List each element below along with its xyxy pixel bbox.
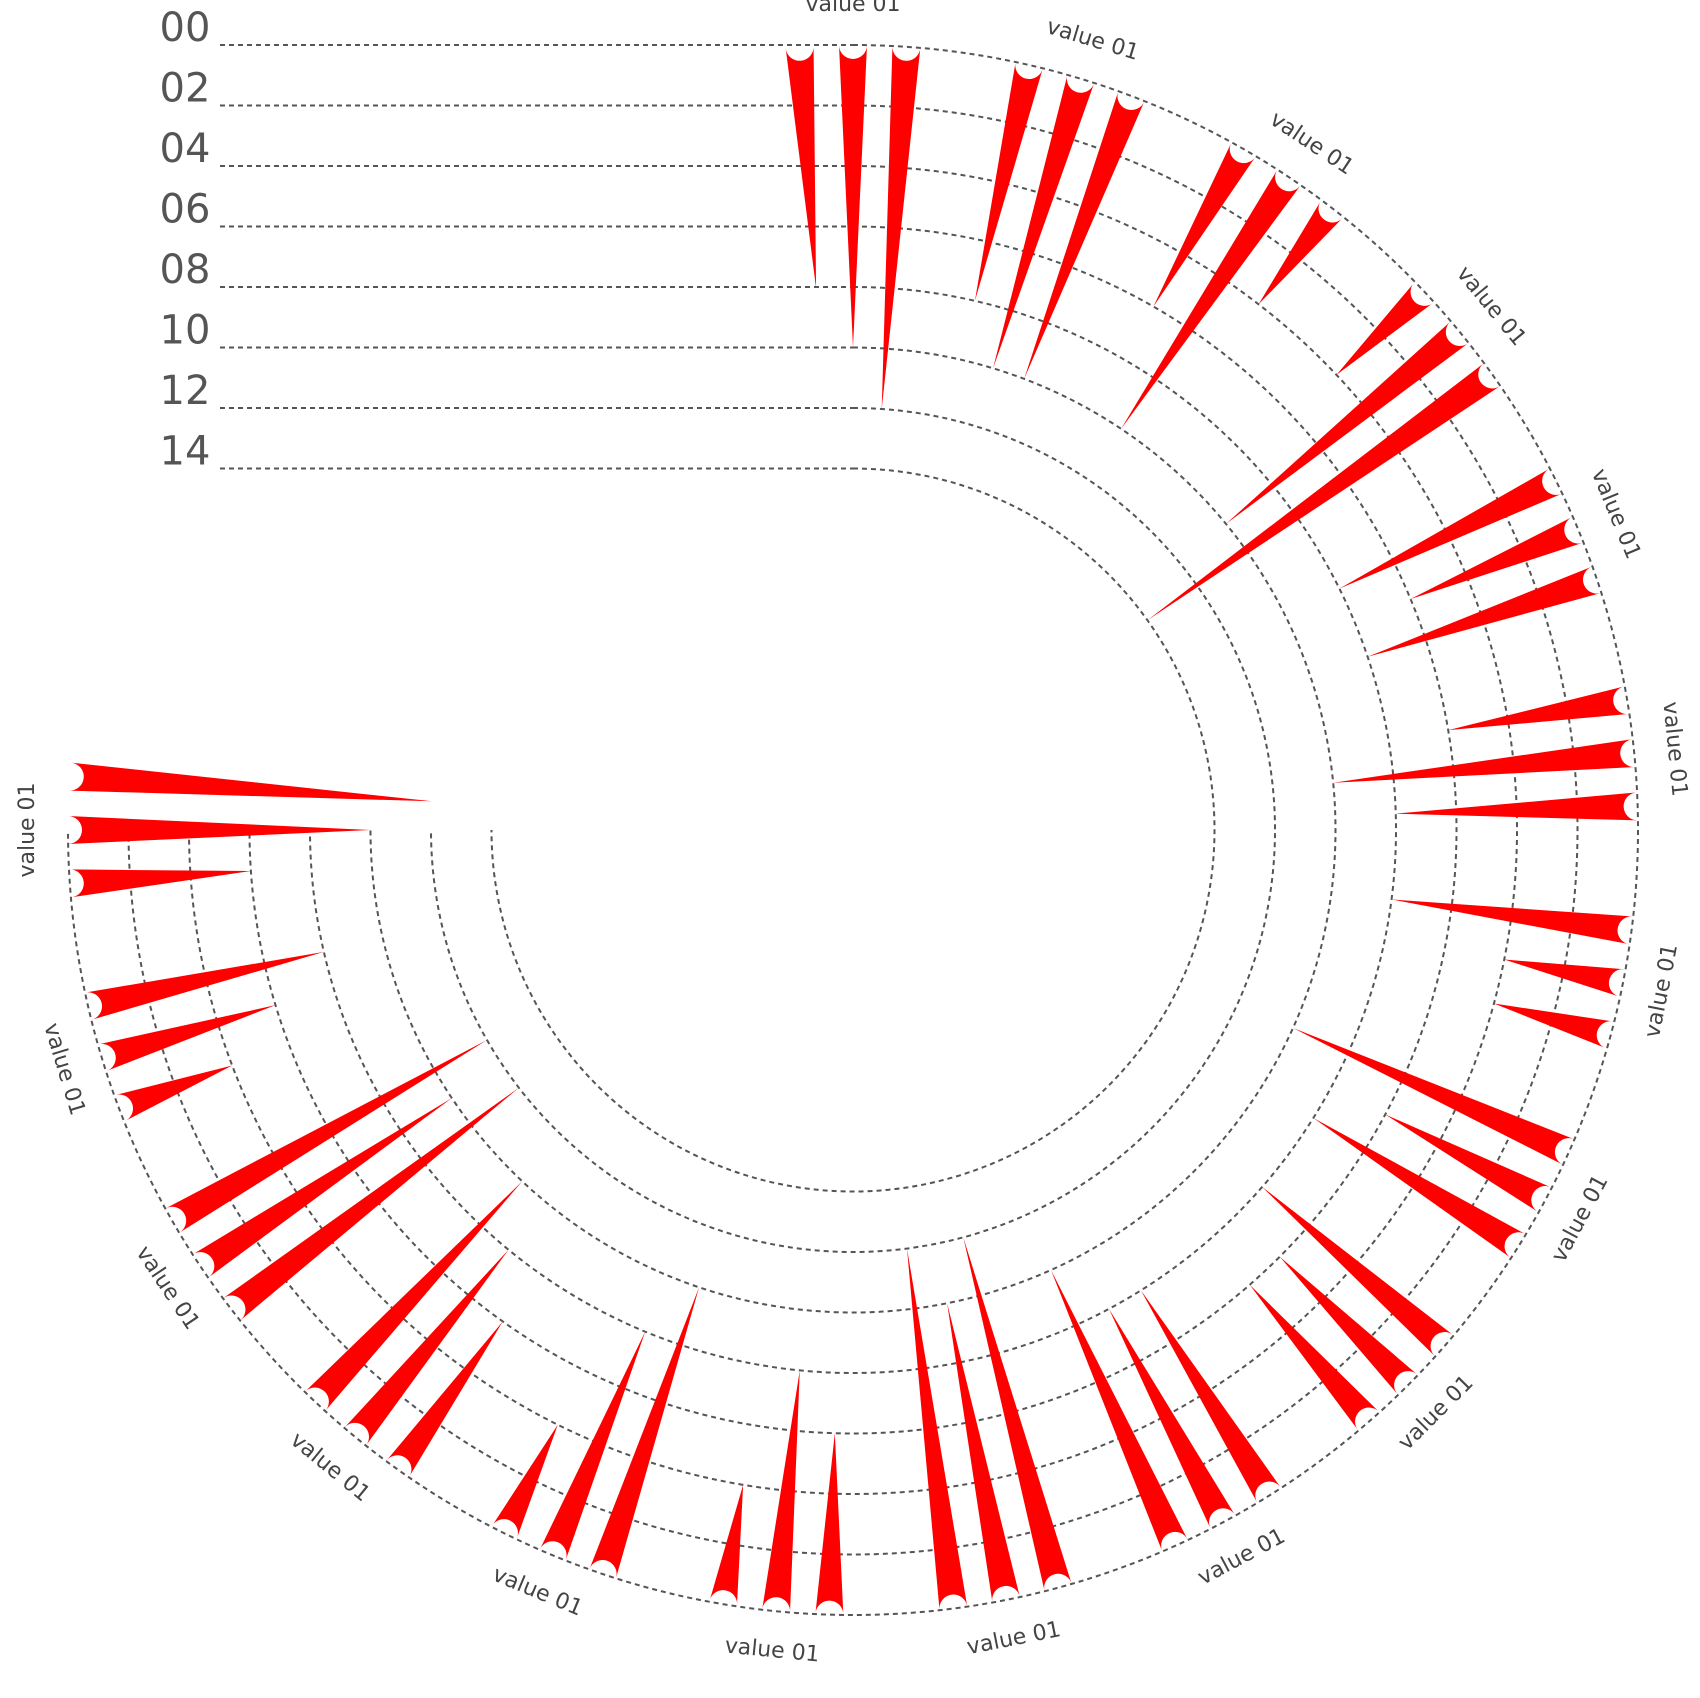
group-label: value 01 [1586, 465, 1645, 562]
group-label: value 01 [965, 1617, 1063, 1660]
bar [68, 869, 251, 898]
bar [1395, 792, 1639, 821]
bar [84, 951, 324, 1020]
group-label: value 01 [1044, 14, 1142, 66]
bar [709, 1484, 744, 1607]
bar [1249, 1284, 1380, 1431]
bar [1279, 1256, 1418, 1395]
bar [1448, 686, 1630, 731]
grid-ring [309, 286, 1397, 1374]
group-label: value 01 [1194, 1524, 1290, 1591]
radial-tick-label: 00 [160, 5, 211, 51]
bar [304, 1181, 523, 1412]
bar [1147, 363, 1501, 621]
radial-tick-label: 02 [160, 66, 211, 112]
bar [386, 1321, 503, 1478]
radial-tick-labels: 00 02 04 06 08 10 12 14 [160, 5, 211, 475]
grid-ring [67, 44, 1639, 1616]
bar [1336, 281, 1435, 375]
bar [1293, 1027, 1575, 1165]
bar [114, 1065, 233, 1122]
grid-ring [430, 407, 1276, 1253]
bar [222, 1087, 519, 1321]
grid-ring [369, 346, 1337, 1314]
bar [1367, 566, 1602, 657]
bar [993, 74, 1095, 369]
bar [344, 1249, 509, 1446]
group-label: value 01 [1657, 701, 1691, 798]
bar [1504, 959, 1626, 997]
group-label: value 01 [1547, 1171, 1614, 1267]
group-label: value 01 [1265, 107, 1358, 181]
radial-tick-label: 12 [160, 368, 211, 414]
bar [1050, 1270, 1188, 1552]
radial-tick-label: 10 [160, 308, 211, 354]
bar [815, 1433, 844, 1616]
radial-tick-label: 04 [160, 126, 211, 172]
bar [1140, 1290, 1282, 1503]
bar [491, 1424, 558, 1540]
bar [1333, 739, 1636, 783]
group-label: value 01 [15, 782, 40, 877]
bar [1262, 1186, 1454, 1357]
bar [1153, 142, 1256, 307]
group-label: value 01 [489, 1562, 586, 1621]
grid-ring [188, 165, 1518, 1495]
bar [192, 1098, 452, 1278]
group-label: value 01 [285, 1428, 374, 1508]
bar [974, 61, 1043, 301]
radial-tick-label: 14 [160, 429, 211, 475]
bar [1493, 1003, 1615, 1049]
bar [68, 816, 371, 844]
group-label: value 01 [805, 0, 900, 17]
group-label: value 01 [724, 1633, 821, 1667]
bar [947, 1303, 1020, 1603]
radial-grid [67, 44, 1639, 1616]
radial-bars [68, 45, 1639, 1616]
bar [881, 45, 921, 409]
bar [1339, 468, 1563, 589]
radial-tick-label: 06 [160, 187, 211, 233]
bar [165, 1040, 487, 1233]
group-label: value 01 [1640, 942, 1683, 1040]
bar [963, 1237, 1072, 1592]
bar [589, 1287, 700, 1579]
bar [1024, 91, 1145, 379]
bar [1391, 899, 1634, 945]
group-label: value 01 [1451, 262, 1531, 351]
group-label: value 01 [38, 1020, 90, 1118]
bar [1121, 169, 1301, 429]
bar [1225, 321, 1469, 524]
bar [1313, 1117, 1526, 1259]
group-label: value 01 [1394, 1371, 1479, 1456]
bar [839, 45, 867, 348]
grid-ring [490, 467, 1216, 1193]
bar [1410, 516, 1584, 600]
bar [906, 1248, 968, 1611]
bar [1385, 1114, 1552, 1213]
radial-tick-label: 08 [160, 247, 211, 293]
bar [1108, 1308, 1236, 1529]
bar [1258, 199, 1344, 305]
bar [68, 762, 432, 802]
bar [97, 1005, 276, 1072]
bar [762, 1370, 800, 1613]
grid-ring [248, 225, 1458, 1435]
bar [785, 45, 817, 289]
bar [539, 1331, 646, 1561]
